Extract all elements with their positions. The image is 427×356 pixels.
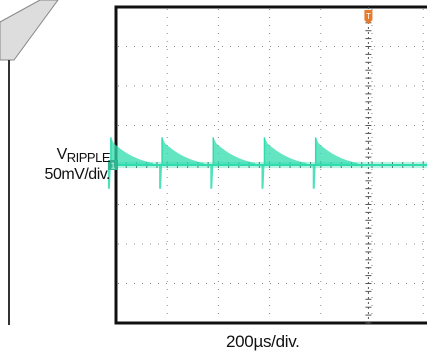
ripple-dip — [107, 165, 111, 189]
y-scale-label: 50mV/div. — [44, 166, 111, 183]
channel-marker — [108, 160, 118, 170]
ripple-spike — [162, 137, 205, 165]
x-axis-label: 200µs/div. — [226, 332, 300, 351]
ripple-dip — [312, 165, 316, 189]
channel-marker-label: 1 — [111, 162, 116, 171]
trigger-marker-label: T — [366, 12, 371, 21]
ripple-dip — [210, 165, 214, 189]
markers: 1T — [108, 10, 373, 171]
ripple-spike — [110, 137, 153, 165]
y-label-sub: RIPPLE — [66, 150, 111, 165]
ripple-spike — [213, 137, 256, 165]
ripple-trace — [107, 137, 427, 189]
y-axis-label: VRIPPLE 50mV/div. — [14, 146, 111, 183]
y-label-main: V — [56, 146, 68, 163]
ripple-spike — [315, 137, 358, 165]
ripple-dip — [261, 165, 265, 189]
ripple-spike — [264, 137, 307, 165]
corner-decoration — [0, 0, 59, 61]
ripple-dip — [159, 165, 163, 189]
trigger-marker — [364, 10, 373, 24]
